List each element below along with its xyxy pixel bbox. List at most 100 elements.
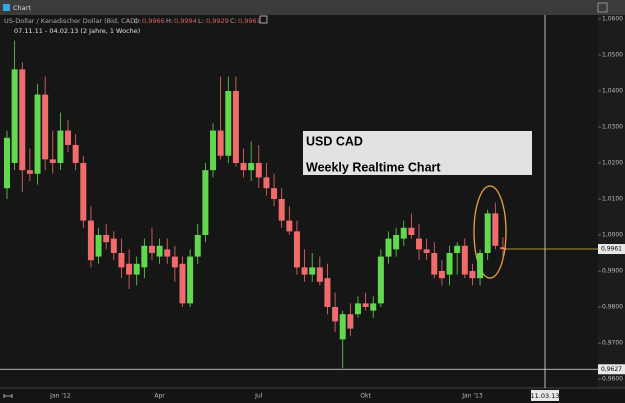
price-tag-label: 0,9627	[601, 366, 622, 373]
candle-body	[286, 220, 293, 232]
scroll-icon[interactable]	[3, 394, 13, 398]
y-tick-label: 0,9700	[602, 339, 623, 346]
ohlc-value: 0,9966	[142, 17, 165, 25]
candle-body	[34, 94, 41, 174]
y-tick-label: 1,0100	[602, 195, 623, 202]
candle-body	[118, 252, 125, 268]
price-tag-label: 0,9961	[601, 246, 622, 253]
candle-body	[431, 252, 438, 275]
annotation-line: USD CAD	[306, 134, 363, 148]
candle-body	[26, 170, 33, 174]
candle-body	[400, 227, 407, 239]
crosshair-tag	[531, 390, 559, 401]
candle-body	[271, 188, 278, 199]
candle-body	[65, 130, 72, 145]
candle-body	[49, 159, 56, 163]
x-tick-label: Jan '12	[49, 393, 71, 400]
candle-body	[57, 130, 64, 163]
chart-subtitle: 07.11.11 - 04.02.13 (2 Jahre, 1 Woche)	[14, 27, 140, 35]
candle-body	[255, 162, 262, 178]
price-tag	[598, 364, 625, 375]
candle-body	[164, 249, 171, 257]
candle-body	[309, 267, 316, 275]
x-tick-label: Jan '13	[461, 393, 483, 400]
y-tick-label: 1,0000	[602, 231, 623, 238]
ohlc-value: 0,9994	[174, 17, 197, 25]
candle-body	[248, 162, 255, 171]
price-tag	[598, 244, 625, 255]
ohlc-value: 0,9929	[206, 17, 229, 25]
candle-body	[4, 137, 10, 189]
close-button[interactable]	[597, 2, 608, 13]
candle-body	[499, 247, 506, 250]
annotation-line: Weekly Realtime Chart	[306, 160, 441, 174]
y-tick-label: 1,0400	[602, 87, 623, 94]
candle-body	[80, 162, 87, 221]
candle-body	[362, 303, 369, 307]
candle-body	[393, 234, 400, 250]
candle-body	[72, 144, 79, 163]
candle-body	[42, 94, 49, 160]
settings-icon[interactable]	[259, 15, 268, 24]
candle-body	[416, 238, 423, 250]
candle-body	[202, 170, 209, 235]
candle-body	[293, 231, 300, 268]
candle-body	[423, 249, 430, 253]
x-tick-label: Okt	[360, 393, 371, 400]
y-tick-label: 0,9900	[602, 267, 623, 274]
ohlc-label: O:	[134, 17, 141, 25]
highlight-ellipse	[473, 185, 507, 279]
ohlc-label: H:	[166, 17, 173, 25]
candle-body	[194, 234, 201, 257]
candle-body	[148, 245, 155, 253]
ohlc-info: O: 0,9966 H: 0,9994 L: 0,9929 C: 0,9961	[134, 17, 261, 25]
candle-body	[278, 198, 285, 221]
y-tick-label: 0,9600	[602, 375, 623, 382]
candle-body	[11, 69, 18, 163]
candle-body	[232, 90, 239, 163]
candle-body	[438, 270, 445, 279]
candle-body	[263, 177, 270, 189]
candle-body	[332, 306, 339, 322]
candle-body	[492, 213, 499, 246]
annotation-box	[303, 131, 532, 175]
candle-body	[385, 238, 392, 257]
candle-body	[95, 234, 102, 257]
y-tick-label: 0,9800	[602, 303, 623, 310]
candle-body	[19, 69, 26, 171]
candle-body	[377, 256, 384, 304]
crosshair-label: 11.03.13	[531, 392, 560, 400]
candle-body	[301, 267, 308, 275]
y-tick-label: 1,0500	[602, 51, 623, 58]
candle-body	[354, 303, 361, 315]
candle-body	[484, 213, 491, 253]
candle-body	[454, 245, 461, 253]
x-tick-label: Jul	[254, 393, 263, 400]
candle-body	[324, 278, 331, 307]
candle-body	[240, 162, 247, 171]
x-tick-label: Apr	[154, 393, 165, 400]
candle-body	[126, 263, 133, 275]
candle-body	[461, 245, 468, 275]
y-tick-label: 1,0200	[602, 159, 623, 166]
candle-body	[339, 314, 346, 340]
candle-body	[469, 270, 476, 279]
candle-body	[87, 220, 94, 261]
plot-area	[0, 15, 598, 388]
candle-body	[110, 238, 117, 253]
candle-body	[347, 314, 354, 329]
candle-body	[156, 245, 163, 257]
candle-body	[187, 256, 194, 304]
candle-body	[210, 130, 217, 171]
candle-body	[103, 234, 110, 243]
ohlc-label: L:	[198, 17, 204, 25]
ohlc-value: 0,9961	[238, 17, 261, 25]
candle-body	[141, 245, 148, 268]
candle-body	[225, 90, 232, 156]
ohlc-label: C:	[230, 17, 237, 25]
y-tick-label: 1,0600	[602, 15, 623, 22]
candle-body	[133, 263, 140, 275]
y-axis-panel	[598, 15, 625, 388]
candle-body	[370, 303, 377, 311]
